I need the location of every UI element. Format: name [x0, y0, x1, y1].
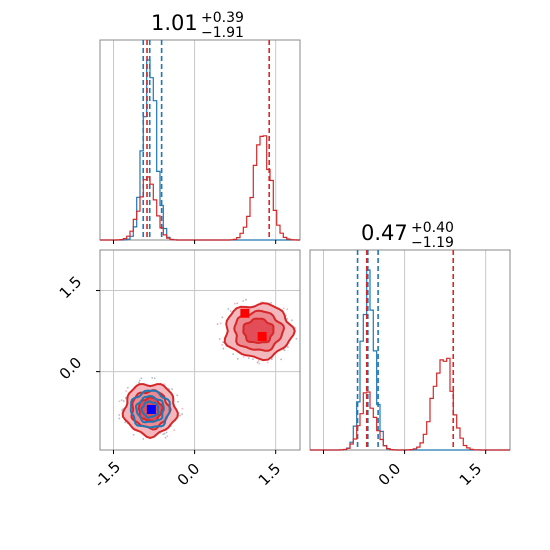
sample-dot	[177, 400, 179, 403]
sample-dot	[270, 302, 273, 304]
sample-dot	[257, 360, 260, 362]
marker-square	[146, 404, 156, 414]
sample-dot	[229, 310, 232, 312]
blue-histogram	[100, 59, 300, 241]
sample-dot	[280, 358, 283, 361]
sample-dot	[163, 383, 166, 385]
blue-contour	[129, 389, 171, 429]
title-x-plus: +0.39	[201, 10, 244, 26]
sample-dot	[247, 357, 250, 360]
sample-dot	[270, 358, 273, 361]
sample-dot	[138, 379, 141, 382]
sample-dot	[176, 394, 179, 397]
sample-dot	[266, 361, 269, 364]
sample-dot	[153, 377, 156, 380]
sample-dot	[163, 432, 166, 435]
sample-dot	[256, 361, 259, 364]
panel-frame	[99, 39, 301, 241]
red-histogram	[100, 135, 300, 241]
sample-dot	[120, 399, 123, 402]
sample-dot	[219, 322, 222, 325]
sample-dot	[227, 308, 230, 310]
sample-dot	[258, 362, 261, 365]
sample-dot	[118, 414, 121, 416]
marker-square	[240, 308, 250, 318]
joint-y-tick-label: 0.0	[56, 354, 86, 384]
joint-x-tick-label: 0.0	[174, 460, 204, 490]
sample-dot	[166, 435, 169, 438]
sample-dot	[232, 353, 235, 356]
joint-panel	[96, 249, 301, 454]
sample-dot	[162, 433, 165, 436]
blue-contour	[134, 394, 165, 424]
sample-dot	[290, 319, 293, 322]
sample-dot	[218, 338, 221, 340]
joint-y-tick-label: 1.5	[56, 273, 86, 303]
sample-dot	[236, 302, 239, 305]
sample-dot	[179, 414, 182, 417]
sample-dot	[122, 400, 125, 402]
sample-dot	[124, 396, 127, 399]
title-y-plus: +0.40	[411, 220, 454, 236]
panel-frame	[309, 249, 511, 451]
panel-frame	[99, 249, 301, 451]
title-x-value: 1.01	[151, 11, 198, 35]
sample-dot	[216, 323, 219, 326]
sample-dot	[173, 429, 176, 431]
sample-dot	[286, 317, 288, 320]
sample-dot	[245, 298, 247, 301]
joint-x-tick-label: 1.5	[255, 460, 285, 490]
sample-dot	[126, 386, 129, 389]
sample-dot	[121, 409, 123, 412]
sample-dot	[132, 433, 135, 436]
sample-dot	[286, 308, 289, 311]
sample-dot	[181, 413, 184, 415]
title-y-value: 0.47	[361, 221, 408, 245]
sample-dot	[165, 431, 168, 434]
title-y-minus: −1.19	[411, 235, 454, 251]
joint-content	[100, 250, 300, 450]
sample-dot	[125, 390, 128, 393]
sample-dot	[242, 356, 245, 358]
sample-dot	[282, 307, 285, 310]
sample-dot	[221, 316, 224, 319]
sample-dot	[287, 346, 289, 348]
sample-dot	[295, 337, 298, 340]
sample-dot	[164, 436, 167, 439]
marginal-y-panel	[309, 249, 511, 454]
red-histogram	[310, 357, 510, 451]
marginal-y-tick-label: 0.0	[375, 460, 405, 490]
sample-dot	[236, 357, 239, 360]
sample-dot	[252, 358, 254, 361]
sample-dot	[294, 327, 297, 329]
sample-dot	[142, 438, 145, 440]
sample-dot	[124, 421, 127, 424]
blue-histogram	[310, 269, 510, 451]
svg-text:1.01: 1.01	[151, 11, 198, 35]
svg-text:0.47: 0.47	[361, 221, 408, 245]
blue-contour	[140, 400, 160, 419]
sample-dot	[118, 417, 121, 420]
sample-dot	[233, 302, 236, 305]
sample-dot	[181, 407, 184, 410]
sample-dot	[171, 388, 173, 391]
sample-dot	[138, 381, 140, 384]
sample-dot	[221, 343, 224, 346]
marginal-x-panel	[99, 39, 301, 244]
sample-dot	[118, 400, 121, 403]
title-x-minus: −1.91	[201, 25, 244, 41]
marker-square	[257, 331, 267, 341]
sample-dot	[222, 347, 225, 350]
title-x: 1.01 +0.39 −1.91	[151, 10, 244, 41]
title-y: 0.47 +0.40 −1.19	[361, 220, 454, 251]
marginal-y-tick-label: 1.5	[456, 460, 486, 490]
sample-dot	[222, 341, 225, 343]
sample-dot	[151, 377, 154, 379]
sample-dot	[242, 300, 245, 302]
joint-x-tick-label: -1.5	[91, 458, 124, 491]
sample-dot	[140, 377, 143, 380]
